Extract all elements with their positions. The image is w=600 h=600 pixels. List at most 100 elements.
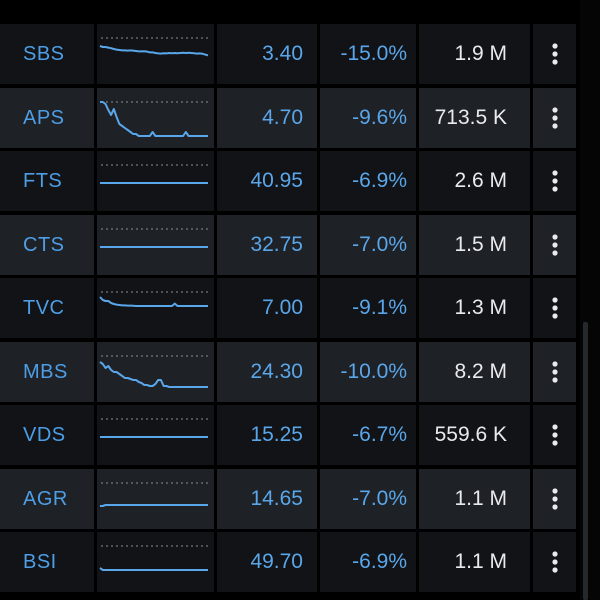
volume-cell: 559.6 K — [419, 405, 530, 465]
row-menu-button[interactable] — [533, 24, 576, 84]
more-vert-icon[interactable] — [533, 532, 576, 592]
stock-row[interactable]: SBS 3.40 -15.0% 1.9 M — [0, 24, 576, 84]
price-cell: 3.40 — [217, 24, 317, 84]
change-cell: -10.0% — [320, 341, 416, 402]
row-menu-button[interactable] — [533, 468, 576, 529]
stock-row[interactable]: AGR 14.65 -7.0% 1.1 M — [0, 468, 576, 529]
trading-volume: 1.3 M — [454, 296, 507, 319]
sparkline-cell — [97, 405, 214, 465]
percent-change: -9.1% — [352, 296, 407, 319]
symbol-cell[interactable]: APS — [0, 87, 94, 148]
symbol-cell[interactable]: TVC — [0, 278, 94, 338]
sparkline-series — [99, 567, 208, 571]
sparkline-chart — [100, 228, 210, 248]
percent-change: -9.6% — [352, 105, 407, 129]
stock-symbol[interactable]: CTS — [23, 233, 65, 256]
stock-price: 15.25 — [250, 423, 303, 446]
stock-symbol[interactable]: SBS — [23, 43, 65, 65]
volume-cell: 713.5 K — [419, 87, 530, 148]
price-cell: 40.95 — [217, 151, 317, 211]
sparkline-cell — [97, 214, 214, 275]
sparkline-cell — [97, 278, 214, 338]
row-menu-button[interactable] — [533, 151, 576, 211]
stock-symbol[interactable]: FTS — [23, 170, 63, 192]
price-cell: 14.65 — [217, 468, 317, 529]
stock-symbol[interactable]: BSI — [23, 551, 57, 573]
symbol-cell[interactable]: SBS — [0, 24, 94, 84]
symbol-cell[interactable]: CTS — [0, 214, 94, 275]
stock-row[interactable]: TVC 7.00 -9.1% 1.3 M — [0, 278, 576, 338]
row-menu-button[interactable] — [533, 87, 576, 148]
trading-volume: 559.6 K — [434, 423, 507, 446]
stock-price: 40.95 — [250, 169, 303, 192]
percent-change: -7.0% — [352, 232, 407, 256]
sparkline-chart — [99, 355, 210, 388]
price-cell: 24.30 — [217, 341, 317, 402]
change-cell: -6.9% — [320, 532, 416, 592]
stock-row[interactable]: CTS 32.75 -7.0% 1.5 M — [0, 214, 576, 275]
percent-change: -6.7% — [352, 423, 407, 446]
more-vert-icon[interactable] — [533, 405, 576, 465]
stock-price: 14.65 — [250, 486, 303, 510]
stock-price: 49.70 — [250, 550, 303, 573]
trading-volume: 8.2 M — [454, 359, 507, 383]
price-cell: 4.70 — [217, 87, 317, 148]
sparkline-cell — [97, 24, 214, 84]
more-vert-icon[interactable] — [533, 88, 576, 148]
stock-symbol[interactable]: VDS — [23, 424, 66, 446]
trading-volume: 1.1 M — [454, 550, 507, 573]
change-cell: -7.0% — [320, 468, 416, 529]
symbol-cell[interactable]: VDS — [0, 405, 94, 465]
row-menu-button[interactable] — [533, 405, 576, 465]
stock-row[interactable]: VDS 15.25 -6.7% 559.6 K — [0, 405, 576, 465]
more-vert-icon[interactable] — [533, 342, 576, 402]
row-menu-button[interactable] — [533, 278, 576, 338]
more-vert-icon[interactable] — [533, 469, 576, 529]
change-cell: -6.9% — [320, 151, 416, 211]
more-vert-icon[interactable] — [533, 151, 576, 211]
sparkline-cell — [97, 532, 214, 592]
stock-price: 7.00 — [262, 296, 303, 319]
stock-symbol[interactable]: AGR — [23, 487, 68, 510]
sparkline-cell — [97, 87, 214, 148]
symbol-cell[interactable]: FTS — [0, 151, 94, 211]
stock-row[interactable]: APS 4.70 -9.6% 713.5 K — [0, 87, 576, 148]
stock-symbol[interactable]: MBS — [23, 360, 68, 383]
symbol-cell[interactable]: MBS — [0, 341, 94, 402]
more-vert-icon[interactable] — [533, 24, 576, 84]
symbol-cell[interactable]: AGR — [0, 468, 94, 529]
sparkline-series — [99, 45, 209, 57]
sparkline-cell — [97, 468, 214, 529]
sparkline-series — [99, 296, 208, 307]
sparkline-chart — [100, 100, 210, 137]
row-menu-button[interactable] — [533, 341, 576, 402]
volume-cell: 1.9 M — [419, 24, 530, 84]
sparkline-chart — [100, 418, 210, 438]
change-cell: -15.0% — [320, 24, 416, 84]
stock-price: 24.30 — [250, 359, 303, 383]
stock-row[interactable]: MBS 24.30 -10.0% 8.2 M — [0, 341, 576, 402]
row-menu-button[interactable] — [533, 214, 576, 275]
stock-symbol[interactable]: APS — [23, 106, 65, 129]
scrollbar[interactable] — [580, 0, 600, 600]
symbol-cell[interactable]: BSI — [0, 532, 94, 592]
more-vert-icon[interactable] — [533, 215, 576, 275]
more-vert-icon[interactable] — [533, 278, 576, 338]
sparkline-series — [100, 503, 208, 507]
change-cell: -6.7% — [320, 405, 416, 465]
scrollbar-thumb[interactable] — [583, 322, 588, 600]
stock-row[interactable]: FTS 40.95 -6.9% 2.6 M — [0, 151, 576, 211]
trading-volume: 713.5 K — [434, 105, 507, 129]
sparkline-cell — [97, 341, 214, 402]
sparkline-chart — [100, 482, 210, 507]
stock-price: 32.75 — [250, 232, 303, 256]
trading-volume: 1.9 M — [454, 42, 507, 65]
price-cell: 15.25 — [217, 405, 317, 465]
volume-cell: 1.1 M — [419, 468, 530, 529]
stock-price: 3.40 — [262, 42, 303, 65]
stock-symbol[interactable]: TVC — [23, 297, 65, 319]
volume-cell: 1.1 M — [419, 532, 530, 592]
row-menu-button[interactable] — [533, 532, 576, 592]
stock-row[interactable]: BSI 49.70 -6.9% 1.1 M — [0, 532, 576, 592]
